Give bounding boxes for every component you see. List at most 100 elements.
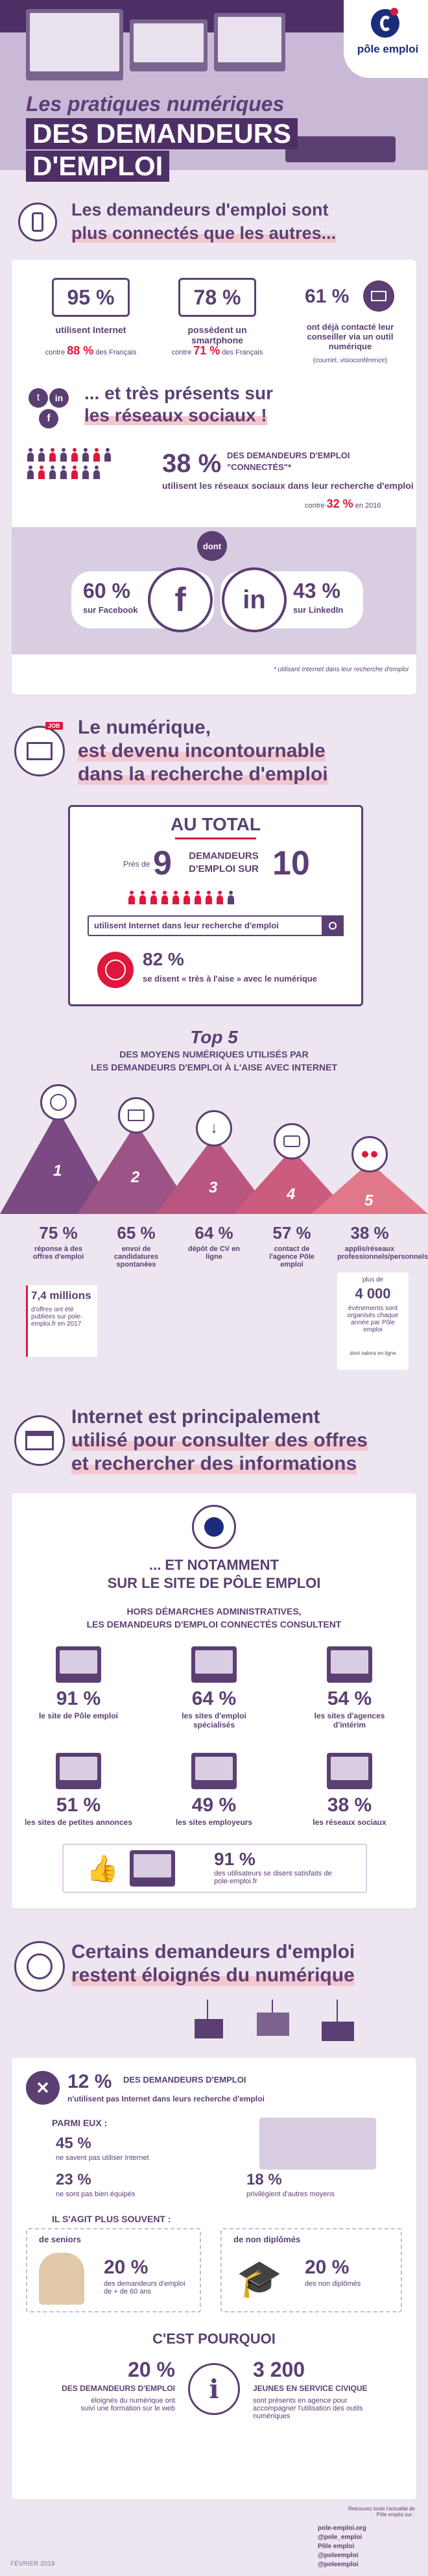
people-row-icon (127, 891, 237, 908)
pct12-label-1: DES DEMANDEURS D'EMPLOI (123, 2075, 246, 2085)
li-pct: 43 % (293, 579, 340, 602)
header-title-3: D'EMPLOI (26, 151, 170, 182)
dont-badge: dont (197, 531, 227, 561)
item1-label: le site de Pôle emploi (38, 1711, 119, 1720)
top5-label-4: contact de l'agence Pôle emploi (269, 1245, 315, 1269)
compass-icon (14, 1941, 65, 1992)
top5-mail-icon (118, 1097, 154, 1133)
stat1-value: 95 % (52, 278, 130, 317)
cp2-label-1: JEUNES EN SERVICE CIVIQUE (253, 2384, 368, 2393)
top5-pct-3: 64 % (195, 1223, 233, 1243)
satisfaction-label: des utilisateurs se disent satisfaits de… (214, 1870, 332, 1885)
logo-mark-icon (371, 8, 399, 38)
header-title-2: DES DEMANDEURS (26, 118, 298, 149)
p45-label: ne savent pas utiliser Internet (56, 2154, 149, 2162)
footer-link-facebook[interactable]: @poleemploi (318, 2561, 359, 2568)
s3-title-1: Internet est principalement (71, 1406, 320, 1428)
top5-network-icon (351, 1136, 388, 1172)
footer-links: pole-emploi.org @pole_emploi Pôle emploi… (318, 2524, 422, 2570)
footer-link-twitter[interactable]: @pole_emploi (318, 2534, 363, 2541)
item4-label: les sites de petites annonces (24, 1818, 133, 1827)
notamment-1: ... ET NOTAMMENT (149, 1557, 279, 1573)
events-label: événements sont organisés chaque année p… (347, 1305, 399, 1333)
cp2-label-2: sont présents en agence pour accompagner… (253, 2397, 363, 2420)
satisfaction-box (62, 1844, 367, 1893)
item6-label: les réseaux sociaux (313, 1818, 386, 1827)
item5-pct: 49 % (191, 1794, 237, 1816)
s4-title-1: Certains demandeurs d'emploi (71, 1941, 355, 1963)
search-bar-text: utilisent Internet dans leur recherche d… (94, 921, 279, 930)
nondip-head: de non diplômés (233, 2235, 301, 2244)
cp1-pct: 20 % (128, 2358, 175, 2381)
cest-pourquoi: C'EST POURQUOI (152, 2331, 276, 2347)
p18-label: privilégient d'autres moyens (246, 2190, 335, 2198)
stat2-value: 78 % (178, 278, 256, 317)
pct12: 12 % (67, 2071, 112, 2092)
footer-link-site[interactable]: pole-emploi.org (318, 2525, 366, 2532)
item1-pct: 91 % (56, 1688, 101, 1709)
footer-link-linkedin[interactable]: Pôle emploi (318, 2543, 355, 2550)
events-pre: plus de (362, 1276, 384, 1283)
fb-label: sur Facebook (83, 605, 138, 615)
social-title-2: les réseaux sociaux ! (84, 405, 267, 425)
info-icon: i (188, 2363, 240, 2415)
events-note: dont salons en ligne (350, 1350, 396, 1356)
item5-label: les sites employeurs (175, 1818, 253, 1827)
pole-emploi-badge-icon (192, 1505, 236, 1549)
top5-sub-1: DES MOYENS NUMÉRIQUES UTILISÉS PAR (119, 1049, 309, 1059)
item5-monitor-icon (191, 1753, 237, 1789)
social-pct: 38 % (162, 449, 222, 478)
social-title-1: ... et très présents sur (84, 383, 274, 403)
li-label: sur LinkedIn (293, 605, 344, 615)
item3-pct: 54 % (327, 1688, 372, 1709)
nondip-label: des non diplômés (305, 2280, 361, 2288)
facebook-icon: f (39, 409, 58, 428)
monitor-illustration (26, 9, 123, 80)
top5-rank-3: 3 (209, 1179, 218, 1196)
search-bar (88, 915, 344, 936)
stat2-label: possèdent un smartphone (187, 325, 247, 345)
top5-pct-2: 65 % (117, 1223, 156, 1243)
pct82: 82 % (143, 949, 184, 969)
close-x-icon: ✕ (26, 2071, 60, 2105)
hors-1: HORS DÉMARCHES ADMINISTRATIVES, (126, 1606, 302, 1616)
item1-monitor-icon (56, 1646, 101, 1683)
millions-label: d'offres ont été publiées sur pole-emplo… (31, 1306, 82, 1328)
footer-link-instagram[interactable]: @poleemploi (318, 2552, 359, 2559)
hanging-devices-illustration (195, 2000, 354, 2041)
footer-date: FÉVRIER 2019 (10, 2560, 55, 2568)
top5-rank-5: 5 (364, 1192, 374, 1209)
stat3-label: ont déjà contacté leur conseiller via un… (306, 322, 394, 351)
social-label-1: DES DEMANDEURS D'EMPLOI (227, 451, 350, 460)
stat3-note: (courriel, visioconférence) (313, 357, 388, 364)
souvent: IL S'AGIT PLUS SOUVENT : (52, 2214, 171, 2224)
social-label-3: utilisent les réseaux sociaux dans leur … (162, 480, 414, 491)
footer-retrouvez: Retrouvez toute l'actualité de Pôle empl… (348, 2506, 415, 2518)
graduation-cap-crossed-icon: 🎓 (237, 2258, 282, 2299)
seniors-label: des demandeurs d'emploi de + de 60 ans (104, 2280, 185, 2296)
top5-title: Top 5 (190, 1027, 238, 1047)
s1-title-1: Les demandeurs d'emploi sont (71, 200, 329, 219)
social-compare: contre 32 % en 2016 (305, 497, 381, 510)
stat1-compare: contre 88 % des Français (45, 344, 137, 357)
top5-pct-1: 75 % (39, 1223, 78, 1243)
nine: 9 (153, 845, 172, 882)
item4-monitor-icon (56, 1753, 101, 1789)
item2-pct: 64 % (191, 1688, 237, 1709)
seniors-illustration (39, 2253, 84, 2305)
item3-label: les sites d'agences d'intérim (314, 1711, 385, 1729)
top5-chat-icon (274, 1123, 310, 1159)
item2-monitor-icon (191, 1646, 237, 1683)
computer-desk-illustration (259, 2118, 376, 2170)
cp1-label-2: éloignés du numérique ont suivi une form… (80, 2397, 175, 2412)
events-value: 4 000 (355, 1285, 391, 1302)
demploi-sur: D'EMPLOI SUR (189, 863, 259, 874)
globe-icon (97, 952, 134, 988)
parmi-eux: PARMI EUX : (52, 2118, 108, 2128)
top5-pct-5: 38 % (350, 1223, 389, 1243)
hors-2: LES DEMANDEURS D'EMPLOI CONNECTÉS CONSUL… (86, 1619, 342, 1629)
linkedin-big-icon: in (222, 567, 287, 632)
header-title-1: Les pratiques numériques (26, 92, 285, 116)
s1-title-2: plus connectés que les autres... (71, 223, 337, 243)
seniors-pct: 20 % (104, 2257, 149, 2278)
